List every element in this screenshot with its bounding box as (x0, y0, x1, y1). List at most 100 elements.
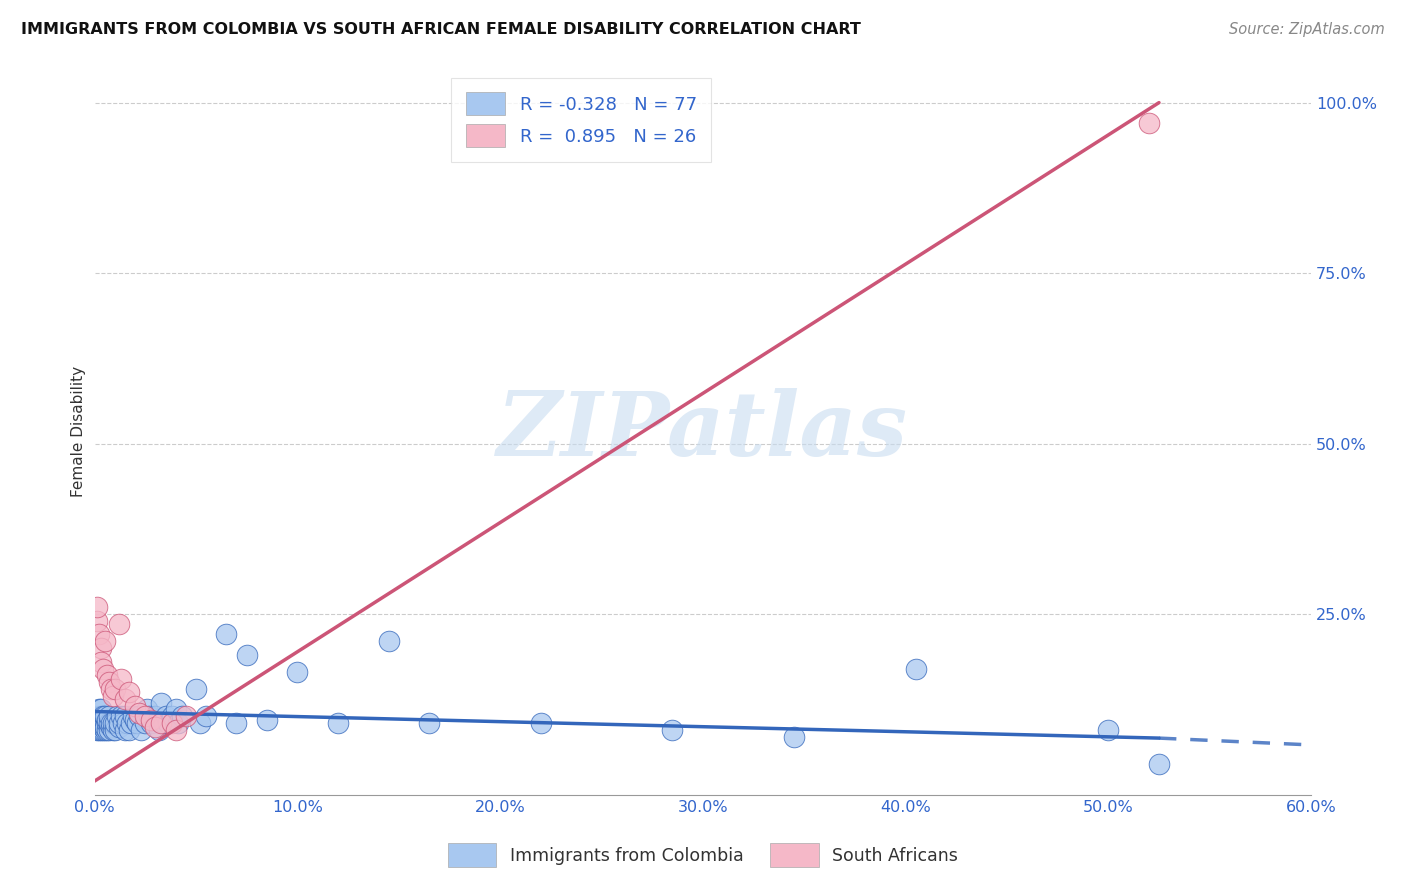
Point (235, 648, 257, 662)
Point (124, 713, 146, 727)
Point (134, 716, 156, 731)
Point (377, 634, 399, 648)
Point (150, 716, 173, 731)
Point (111, 716, 134, 731)
Point (93, 709, 115, 723)
Point (124, 699, 146, 714)
Point (155, 709, 177, 723)
Point (118, 685, 141, 699)
Text: Source: ZipAtlas.com: Source: ZipAtlas.com (1229, 22, 1385, 37)
Point (285, 665, 308, 679)
Point (108, 617, 131, 632)
Point (184, 681, 207, 696)
Point (90, 641, 112, 656)
Point (96, 713, 118, 727)
Point (104, 716, 127, 731)
Legend: Immigrants from Colombia, South Africans: Immigrants from Colombia, South Africans (440, 836, 966, 874)
Point (96, 723, 118, 737)
Point (166, 716, 188, 731)
Point (188, 716, 211, 731)
Legend: R = -0.328   N = 77, R =  0.895   N = 26: R = -0.328 N = 77, R = 0.895 N = 26 (451, 78, 711, 161)
Point (91, 709, 114, 723)
Point (783, 730, 806, 744)
Text: IMMIGRANTS FROM COLOMBIA VS SOUTH AFRICAN FEMALE DISABILITY CORRELATION CHART: IMMIGRANTS FROM COLOMBIA VS SOUTH AFRICA… (21, 22, 860, 37)
Y-axis label: Female Disability: Female Disability (72, 366, 86, 497)
Point (138, 709, 160, 723)
Point (141, 713, 163, 727)
Point (97, 709, 120, 723)
Point (91, 716, 114, 731)
Point (160, 709, 183, 723)
Point (86, 614, 108, 628)
Point (97, 723, 120, 737)
Point (105, 709, 128, 723)
Point (100, 716, 122, 731)
Point (326, 716, 349, 731)
Point (127, 716, 149, 731)
Point (145, 719, 167, 733)
Point (101, 689, 124, 703)
Point (156, 716, 179, 731)
Point (86, 709, 108, 723)
Point (1147, 757, 1170, 772)
Point (128, 706, 150, 720)
Point (86, 723, 108, 737)
Point (145, 709, 167, 723)
Point (90, 709, 112, 723)
Point (152, 716, 174, 731)
Point (114, 723, 136, 737)
Point (87, 713, 110, 727)
Point (100, 719, 122, 733)
Point (1097, 723, 1119, 737)
Point (160, 716, 183, 731)
Point (87, 723, 110, 737)
Point (100, 681, 122, 696)
Point (108, 719, 131, 733)
Point (104, 681, 127, 696)
Point (141, 716, 163, 731)
Point (195, 709, 218, 723)
Point (148, 723, 170, 737)
Text: ZIPatlas: ZIPatlas (498, 388, 908, 475)
Point (93, 716, 115, 731)
Point (96, 716, 118, 731)
Point (122, 709, 145, 723)
Point (108, 716, 131, 731)
Point (904, 662, 927, 676)
Point (93, 719, 115, 733)
Point (215, 627, 238, 641)
Point (97, 675, 120, 690)
Point (101, 716, 124, 731)
Point (120, 716, 142, 731)
Point (101, 723, 124, 737)
Point (91, 723, 114, 737)
Point (90, 716, 112, 731)
Point (174, 709, 197, 723)
Point (225, 716, 247, 731)
Point (87, 627, 110, 641)
Point (93, 723, 115, 737)
Point (118, 723, 141, 737)
Point (661, 723, 683, 737)
Point (97, 716, 120, 731)
Point (136, 702, 159, 716)
Point (150, 696, 173, 710)
Point (165, 702, 187, 716)
Point (110, 672, 132, 686)
Point (91, 719, 114, 733)
Point (104, 723, 127, 737)
Point (170, 709, 193, 723)
Point (87, 702, 110, 716)
Point (87, 716, 110, 731)
Point (86, 716, 108, 731)
Point (530, 716, 553, 731)
Point (114, 692, 136, 706)
Point (90, 655, 112, 669)
Point (256, 713, 278, 727)
Point (93, 634, 115, 648)
Point (128, 709, 150, 723)
Point (90, 702, 112, 716)
Point (90, 723, 112, 737)
Point (129, 723, 152, 737)
Point (114, 709, 136, 723)
